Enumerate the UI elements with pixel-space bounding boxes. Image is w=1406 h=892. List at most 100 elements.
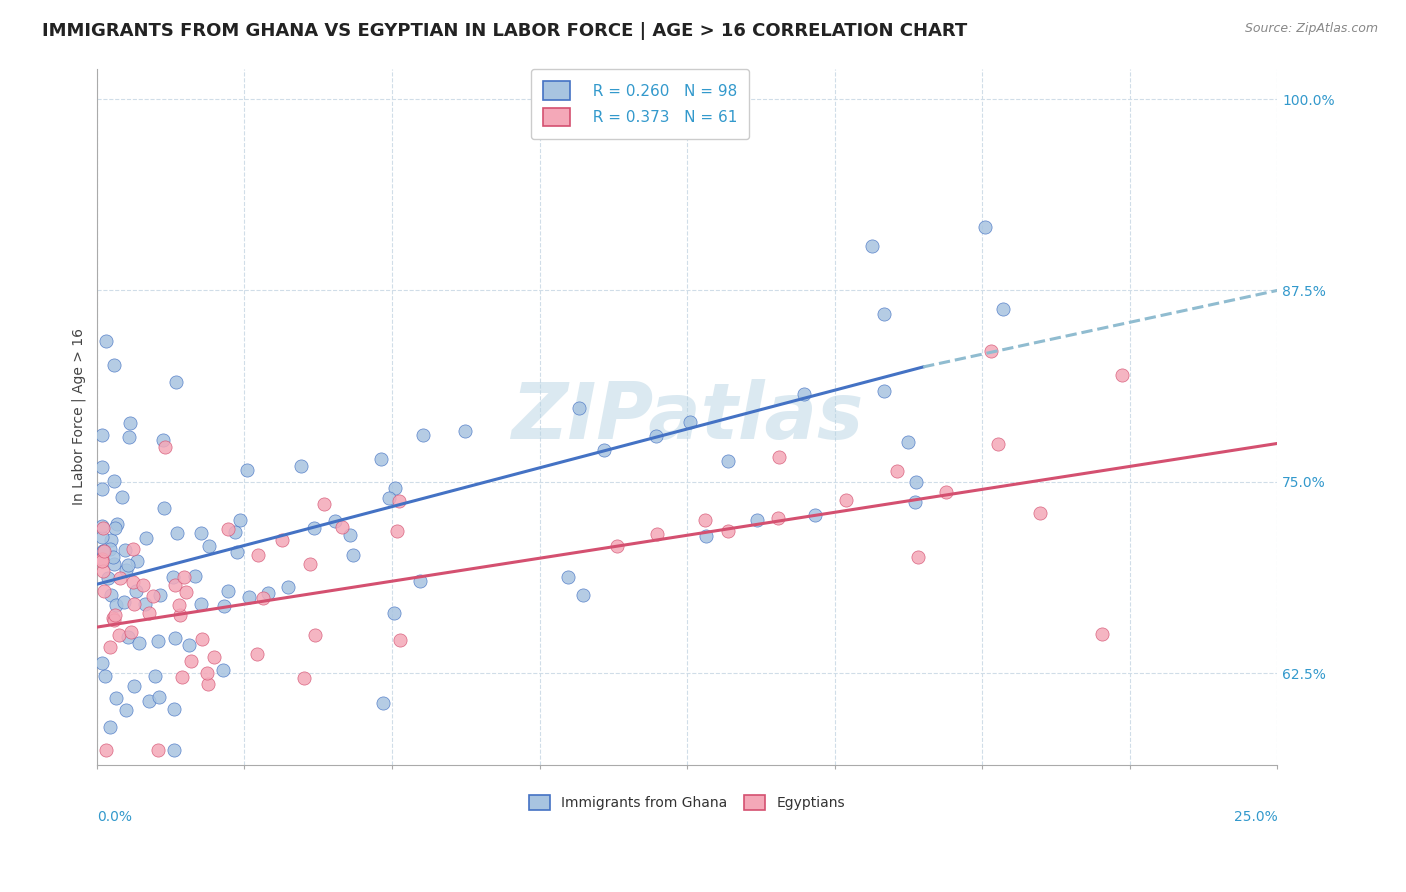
Point [290,458,312,473]
Point [679,415,702,429]
Legend: Immigrants from Ghana, Egyptians: Immigrants from Ghana, Egyptians [523,789,852,817]
Point [90,519,112,533]
Point [90,482,112,496]
Point [90,530,112,544]
Point [100,588,122,602]
Point [1029,506,1052,520]
Point [153,500,176,515]
Point [121,542,143,557]
Point [190,597,212,611]
Point [384,481,406,495]
Point [128,636,150,650]
Point [897,435,920,450]
Point [138,694,160,708]
Point [105,516,128,531]
Point [1091,627,1114,641]
Point [454,424,477,438]
Point [114,542,136,557]
Point [143,669,166,683]
Point [93,543,115,558]
Point [873,307,896,321]
Point [212,599,235,613]
Point [292,672,315,686]
Point [91,554,114,568]
Point [904,495,927,509]
Point [693,513,716,527]
Point [111,490,134,504]
Point [793,387,815,401]
Point [149,588,172,602]
Point [768,450,790,464]
Point [339,527,361,541]
Point [606,539,628,553]
Point [120,624,142,639]
Point [93,669,115,683]
Point [717,454,740,468]
Point [1111,368,1133,382]
Point [93,544,115,558]
Point [238,591,260,605]
Point [409,574,432,589]
Point [91,521,114,535]
Text: ZIPatlas: ZIPatlas [510,379,863,455]
Point [103,614,125,628]
Point [304,628,326,642]
Point [197,676,219,690]
Point [886,464,908,478]
Point [172,670,194,684]
Point [907,550,929,565]
Point [122,597,145,611]
Text: 0.0%: 0.0% [97,810,132,824]
Point [835,493,858,508]
Point [115,563,138,577]
Point [120,416,142,430]
Point [132,577,155,591]
Point [90,656,112,670]
Point [592,443,614,458]
Point [108,571,131,585]
Point [90,460,112,475]
Point [112,595,135,609]
Point [174,584,197,599]
Point [252,591,274,605]
Point [256,585,278,599]
Point [695,528,717,542]
Point [385,524,408,538]
Point [97,571,120,585]
Point [766,511,789,525]
Point [190,525,212,540]
Point [180,654,202,668]
Point [169,608,191,623]
Point [162,570,184,584]
Point [91,428,114,442]
Point [108,628,131,642]
Point [103,475,125,489]
Point [993,301,1015,316]
Point [152,433,174,447]
Point [163,742,186,756]
Point [104,607,127,622]
Point [146,742,169,756]
Point [229,514,252,528]
Point [302,521,325,535]
Point [323,514,346,528]
Point [167,598,190,612]
Point [179,638,201,652]
Point [115,703,138,717]
Point [647,526,669,541]
Y-axis label: In Labor Force | Age > 16: In Labor Force | Age > 16 [72,328,86,505]
Point [148,633,170,648]
Point [226,545,249,559]
Point [165,375,187,389]
Point [166,525,188,540]
Point [125,553,148,567]
Point [270,533,292,548]
Point [138,606,160,620]
Point [935,484,957,499]
Point [314,497,336,511]
Point [195,666,218,681]
Point [184,569,207,583]
Point [217,584,239,599]
Point [163,631,186,645]
Point [980,343,1002,358]
